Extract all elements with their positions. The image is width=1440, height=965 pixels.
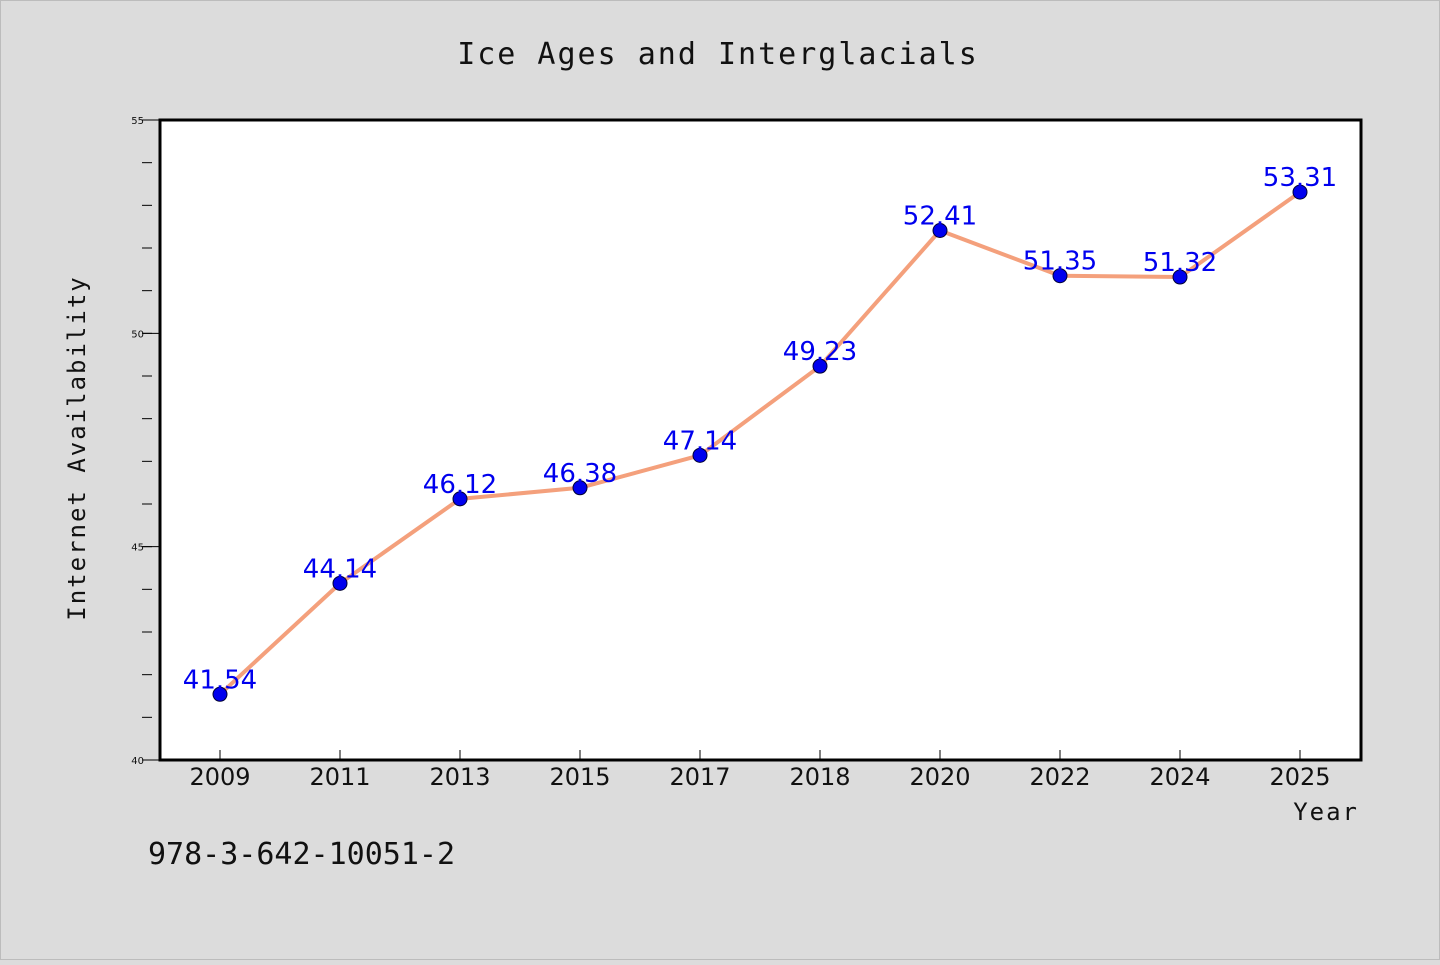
x-axis-label: Year bbox=[1293, 798, 1359, 826]
data-point bbox=[1172, 269, 1188, 285]
data-label: 49.23 bbox=[783, 337, 857, 367]
y-tick-label: 50 bbox=[131, 329, 144, 340]
data-point bbox=[572, 480, 588, 496]
data-point bbox=[692, 447, 708, 463]
data-label: 53.31 bbox=[1263, 163, 1337, 193]
data-point bbox=[812, 358, 828, 374]
data-point bbox=[1292, 184, 1308, 200]
x-tick-label: 2015 bbox=[549, 763, 610, 791]
x-tick-label: 2020 bbox=[909, 763, 970, 791]
data-label: 51.32 bbox=[1143, 248, 1217, 278]
y-tick-label: 45 bbox=[131, 543, 144, 554]
data-label: 47.14 bbox=[663, 426, 737, 456]
footer-isbn: 978-3-642-10051-2 bbox=[148, 837, 455, 872]
x-tick-label: 2013 bbox=[429, 763, 490, 791]
data-label: 51.35 bbox=[1023, 247, 1097, 277]
data-point bbox=[212, 686, 228, 702]
y-axis-label: Internet Availability bbox=[63, 275, 91, 620]
data-label: 46.12 bbox=[423, 470, 497, 500]
plot-area bbox=[158, 118, 1363, 762]
x-tick-label: 2025 bbox=[1269, 763, 1330, 791]
data-label: 44.14 bbox=[303, 554, 377, 584]
data-label: 41.54 bbox=[183, 665, 257, 695]
data-label: 46.38 bbox=[543, 459, 617, 489]
data-labels: 41.54 44.14 46.12 46.38 47.14 49.23 52.41 51.35… bbox=[183, 163, 1337, 695]
data-point bbox=[1052, 268, 1068, 284]
series-line bbox=[218, 190, 1302, 697]
y-axis-ticks: 40 45 50 55 bbox=[131, 116, 160, 767]
x-tick-label: 2011 bbox=[309, 763, 370, 791]
data-point bbox=[332, 575, 348, 591]
data-point bbox=[452, 491, 468, 507]
x-tick-label: 2024 bbox=[1149, 763, 1210, 791]
x-tick-label: 2009 bbox=[189, 763, 250, 791]
y-tick-label: 40 bbox=[131, 756, 144, 767]
data-point bbox=[932, 223, 948, 239]
x-tick-label: 2018 bbox=[789, 763, 850, 791]
x-tick-label: 2017 bbox=[669, 763, 730, 791]
chart-title: Ice Ages and Interglacials bbox=[457, 37, 979, 72]
y-tick-label: 55 bbox=[131, 116, 144, 127]
x-axis-ticks: 2009 2011 2013 2015 2017 2018 2020 2022 2024 2025 bbox=[189, 750, 1331, 791]
series-markers bbox=[212, 184, 1308, 702]
x-tick-label: 2022 bbox=[1029, 763, 1090, 791]
data-label: 52.41 bbox=[903, 202, 977, 232]
